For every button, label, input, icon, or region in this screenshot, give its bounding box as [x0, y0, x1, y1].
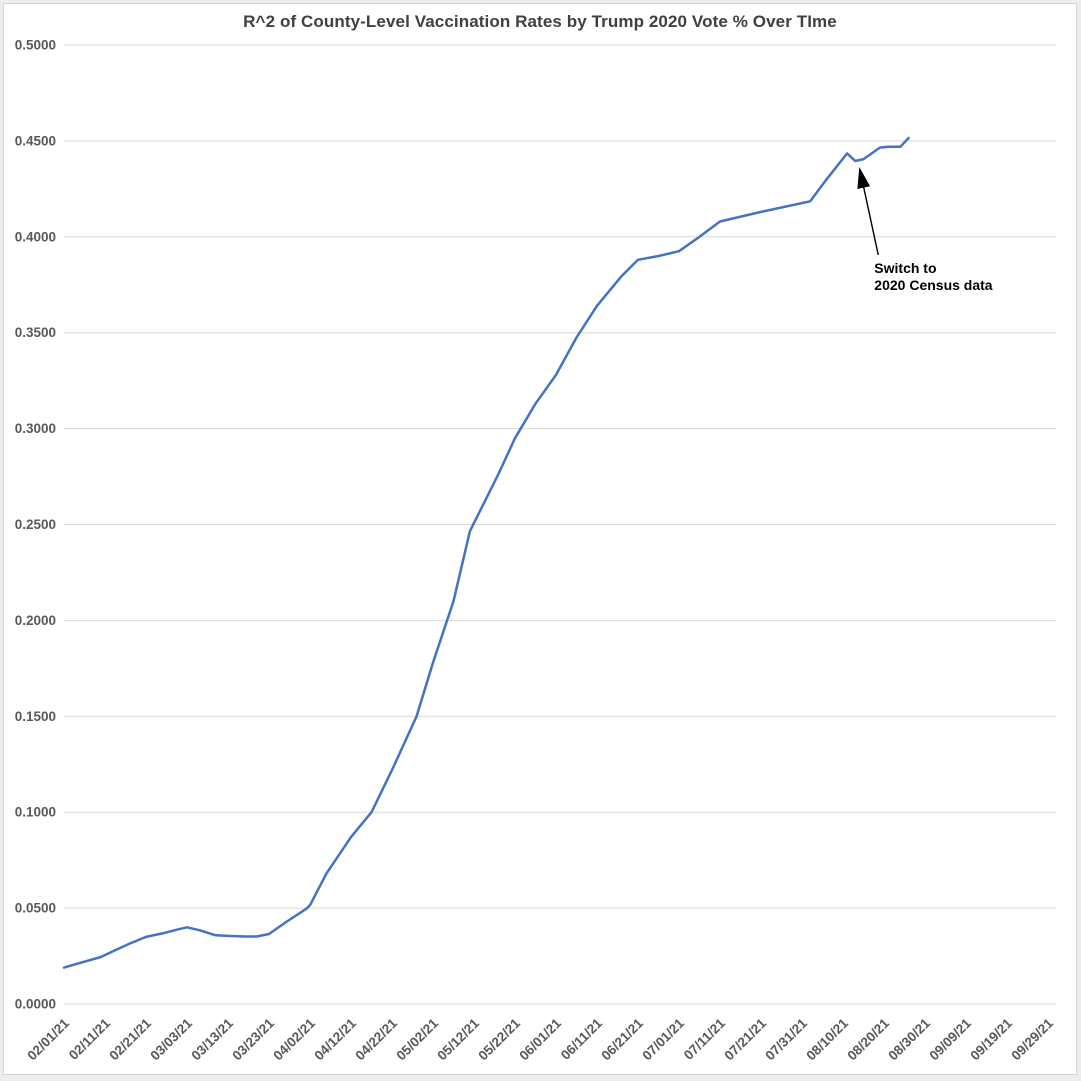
- annotation-line-2: 2020 Census data: [874, 277, 993, 294]
- x-axis-tick-label: 08/20/21: [844, 1015, 892, 1063]
- y-axis-tick-label: 0.0500: [15, 901, 56, 916]
- x-axis-tick-label: 07/31/21: [762, 1015, 810, 1063]
- x-axis-tick-label: 05/12/21: [434, 1015, 482, 1063]
- r2-series-line: [62, 136, 910, 969]
- x-axis-tick-label: 07/11/21: [681, 1015, 729, 1063]
- y-axis-tick-label: 0.2000: [15, 613, 56, 628]
- annotation-arrowhead-icon: [857, 167, 871, 189]
- chart-canvas: R^2 of County-Level Vaccination Rates by…: [3, 3, 1077, 1075]
- x-axis-tick-label: 06/01/21: [516, 1015, 564, 1063]
- x-axis-tick-label: 05/22/21: [475, 1015, 523, 1063]
- y-axis-tick-label: 0.4500: [15, 133, 56, 148]
- y-axis-tick-label: 0.4000: [15, 229, 56, 244]
- y-axis-tick-label: 0.0000: [15, 997, 56, 1012]
- x-axis-tick-label: 04/22/21: [352, 1015, 400, 1063]
- x-axis-tick-label: 09/09/21: [926, 1015, 974, 1063]
- y-axis-tick-label: 0.3000: [15, 421, 56, 436]
- x-axis-tick-label: 03/23/21: [229, 1015, 277, 1063]
- x-axis-tick-label: 04/02/21: [270, 1015, 318, 1063]
- x-axis-tick-label: 09/29/21: [1008, 1015, 1056, 1063]
- x-axis-tick-label: 07/01/21: [639, 1015, 687, 1063]
- x-axis-tick-label: 03/13/21: [188, 1015, 236, 1063]
- y-axis-tick-label: 0.2500: [15, 517, 56, 532]
- annotation-arrow-shaft: [863, 187, 879, 256]
- y-axis-tick-label: 0.5000: [15, 38, 56, 53]
- x-axis-tick-label: 08/30/21: [885, 1015, 933, 1063]
- x-axis-tick-label: 06/21/21: [598, 1015, 646, 1063]
- y-axis-tick-label: 0.3500: [15, 325, 56, 340]
- x-axis-tick-label: 05/02/21: [393, 1015, 441, 1063]
- x-axis-tick-label: 07/21/21: [721, 1015, 769, 1063]
- chart-title: R^2 of County-Level Vaccination Rates by…: [243, 12, 837, 31]
- annotation-callout: Switch to 2020 Census data: [874, 260, 992, 294]
- x-axis-tick-label: 08/10/21: [803, 1015, 851, 1063]
- x-axis-tick-label: 02/01/21: [24, 1015, 72, 1063]
- x-axis-tick-label: 02/21/21: [106, 1015, 154, 1063]
- x-axis-tick-label: 02/11/21: [66, 1015, 114, 1063]
- x-axis-tick-label: 03/03/21: [147, 1015, 195, 1063]
- chart-plot-svg: 0.0000 0.0500 0.1000 0.1500 0.2000 0.2500 0.30…: [15, 38, 1057, 1064]
- x-axis-tick-label: 06/11/21: [558, 1015, 606, 1063]
- x-axis-tick-label: 04/12/21: [311, 1015, 359, 1063]
- y-axis-tick-label: 0.1000: [15, 805, 56, 820]
- annotation-line-1: Switch to: [874, 260, 937, 277]
- x-axis-tick-label: 09/19/21: [967, 1015, 1015, 1063]
- y-axis-tick-label: 0.1500: [15, 709, 56, 724]
